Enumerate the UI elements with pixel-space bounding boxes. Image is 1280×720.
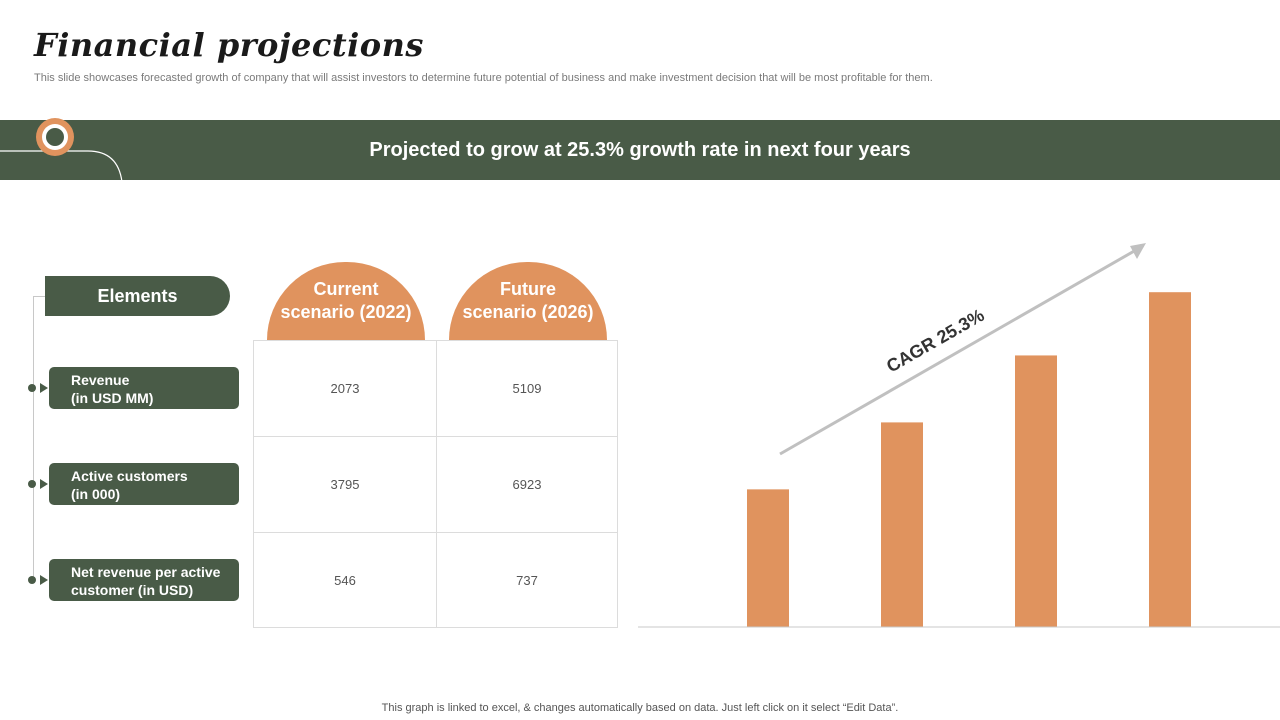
table-divider bbox=[254, 532, 617, 533]
bar-4 bbox=[1149, 292, 1191, 627]
element-label-active-customers: Active customers (in 000) bbox=[49, 463, 239, 505]
table-cell: 3795 bbox=[330, 477, 360, 492]
element-label-line: (in USD MM) bbox=[71, 390, 154, 406]
elements-header: Elements bbox=[45, 276, 230, 316]
column-header-line: scenario (2026) bbox=[462, 302, 594, 322]
page-subtitle: This slide showcases forecasted growth o… bbox=[34, 72, 933, 84]
connector-line-top bbox=[33, 296, 45, 297]
column-header-future: Future scenario (2026) bbox=[449, 262, 607, 340]
bar-2 bbox=[881, 422, 923, 627]
table-cell: 5109 bbox=[512, 381, 542, 396]
bullet-icon bbox=[28, 575, 50, 585]
banner: Projected to grow at 25.3% growth rate i… bbox=[0, 120, 1280, 180]
column-header-current: Current scenario (2022) bbox=[267, 262, 425, 340]
column-header-line: scenario (2022) bbox=[280, 302, 412, 322]
bullet-icon bbox=[28, 383, 50, 393]
table-cell: 546 bbox=[334, 573, 356, 588]
growth-chart: CAGR 25.3% bbox=[638, 243, 1280, 628]
cagr-arrow-icon bbox=[779, 243, 1146, 456]
column-header-line: Future bbox=[500, 279, 556, 299]
element-label-revenue: Revenue (in USD MM) bbox=[49, 367, 239, 409]
element-label-line: (in 000) bbox=[71, 486, 121, 502]
table-cell: 737 bbox=[516, 573, 538, 588]
banner-text: Projected to grow at 25.3% growth rate i… bbox=[369, 139, 911, 161]
element-label-line: Revenue bbox=[71, 372, 130, 388]
table-cell: 2073 bbox=[330, 381, 360, 396]
table-cell: 6923 bbox=[512, 477, 542, 492]
table-divider bbox=[436, 341, 437, 627]
element-label-net-revenue: Net revenue per active customer (in USD) bbox=[49, 559, 239, 601]
bars-group bbox=[747, 292, 1191, 627]
bar-3 bbox=[1015, 355, 1057, 627]
element-label-line: customer (in USD) bbox=[71, 582, 194, 598]
table-divider bbox=[254, 436, 617, 437]
data-table: 2073 5109 3795 6923 546 737 bbox=[253, 340, 618, 628]
column-header-line: Current bbox=[313, 279, 379, 299]
bar-1 bbox=[747, 489, 789, 627]
ring-decoration-icon bbox=[0, 118, 123, 183]
element-label-line: Active customers bbox=[71, 468, 188, 484]
footer-note: This graph is linked to excel, & changes… bbox=[381, 702, 899, 714]
element-label-line: Net revenue per active bbox=[71, 564, 221, 580]
connector-line bbox=[33, 296, 34, 582]
page-title: Financial projections bbox=[34, 26, 424, 64]
bullet-icon bbox=[28, 479, 50, 489]
